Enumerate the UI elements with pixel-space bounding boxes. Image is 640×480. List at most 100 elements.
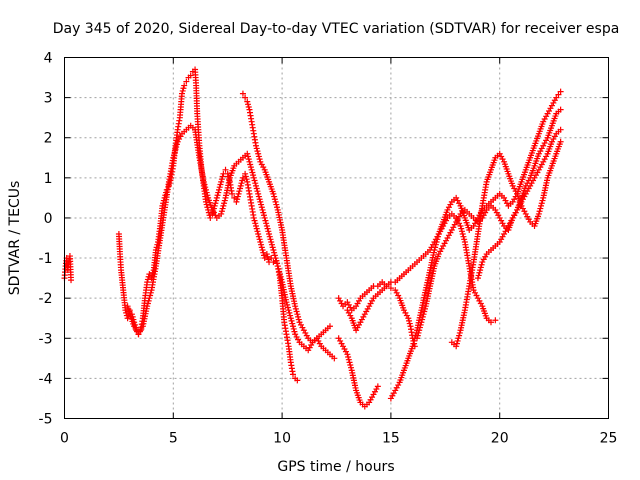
data-point <box>256 156 263 163</box>
data-point <box>265 256 272 263</box>
data-point <box>453 340 460 347</box>
data-point <box>416 327 423 334</box>
data-point <box>292 303 299 310</box>
data-point <box>274 204 281 211</box>
data-point <box>266 233 273 240</box>
data-point <box>146 295 153 302</box>
data-point <box>145 297 152 304</box>
data-point <box>406 317 413 324</box>
data-point <box>410 340 417 347</box>
data-point <box>144 303 151 310</box>
data-point <box>348 364 355 371</box>
data-point <box>147 292 154 299</box>
data-point <box>345 356 352 363</box>
data-point <box>457 222 464 229</box>
data-point <box>487 319 494 326</box>
data-point <box>294 377 301 384</box>
data-point <box>217 181 224 188</box>
data-point <box>414 335 421 342</box>
data-point <box>254 188 261 195</box>
data-point <box>236 188 243 195</box>
data-point <box>271 196 278 203</box>
data-point <box>173 141 180 148</box>
y-tick-label: -5 <box>39 412 53 428</box>
data-point <box>253 145 260 152</box>
data-point <box>255 230 262 237</box>
data-point <box>245 156 252 163</box>
data-point <box>263 222 270 229</box>
data-point <box>271 252 278 259</box>
data-point <box>417 321 424 328</box>
data-point <box>414 332 421 339</box>
data-point <box>202 184 209 191</box>
data-point <box>295 316 302 323</box>
data-point <box>268 241 275 248</box>
data-point <box>214 192 221 199</box>
y-axis-label: SDTVAR / TECUs <box>7 181 23 296</box>
data-point <box>421 305 428 312</box>
data-point <box>456 329 463 336</box>
data-point <box>253 185 260 192</box>
data-point <box>477 264 484 271</box>
data-point <box>215 186 222 193</box>
data-point <box>202 186 209 193</box>
data-point <box>255 150 262 157</box>
data-point <box>219 173 226 180</box>
data-point <box>284 301 291 308</box>
satellite-track-g <box>344 283 418 350</box>
data-point <box>250 172 257 179</box>
data-point <box>259 206 266 213</box>
data-point <box>432 244 439 251</box>
data-point <box>274 260 281 267</box>
data-point <box>256 236 263 243</box>
data-point <box>474 275 481 282</box>
data-point <box>172 146 179 153</box>
data-point <box>252 182 259 189</box>
data-point <box>171 152 178 159</box>
data-point <box>344 351 351 358</box>
data-point <box>275 265 282 272</box>
data-point <box>477 267 484 274</box>
data-point <box>431 247 438 254</box>
data-point <box>256 196 263 203</box>
data-point <box>557 138 564 145</box>
data-point <box>289 320 296 327</box>
data-point <box>260 252 267 259</box>
data-point <box>284 304 291 311</box>
data-point <box>252 222 259 229</box>
data-point <box>278 276 285 283</box>
data-point <box>387 285 394 292</box>
x-tick-label: 15 <box>382 431 400 447</box>
satellite-track-f <box>335 335 381 410</box>
data-point <box>272 198 279 205</box>
satellite-track-j <box>448 138 564 350</box>
data-point <box>255 153 262 160</box>
data-point <box>265 228 272 235</box>
data-point <box>537 205 544 212</box>
data-point <box>270 247 277 254</box>
data-points <box>61 66 564 410</box>
data-point <box>242 170 249 177</box>
data-point <box>264 225 271 232</box>
data-point <box>456 332 463 339</box>
data-point <box>421 308 428 315</box>
data-point <box>557 88 564 95</box>
data-point <box>409 343 416 350</box>
data-point <box>273 201 280 208</box>
data-point <box>257 239 264 246</box>
data-point <box>476 269 483 276</box>
y-tick-label: 0 <box>44 211 53 227</box>
data-point <box>458 225 465 232</box>
y-tick-label: -3 <box>39 331 53 347</box>
grid-lines <box>64 57 609 419</box>
data-point <box>221 200 228 207</box>
data-point <box>260 249 267 256</box>
data-point <box>287 315 294 322</box>
data-point <box>557 126 564 133</box>
data-point <box>435 233 442 240</box>
data-point <box>244 98 251 105</box>
data-point <box>239 177 246 184</box>
data-point <box>258 241 265 248</box>
data-point <box>274 263 281 270</box>
data-point <box>247 161 254 168</box>
